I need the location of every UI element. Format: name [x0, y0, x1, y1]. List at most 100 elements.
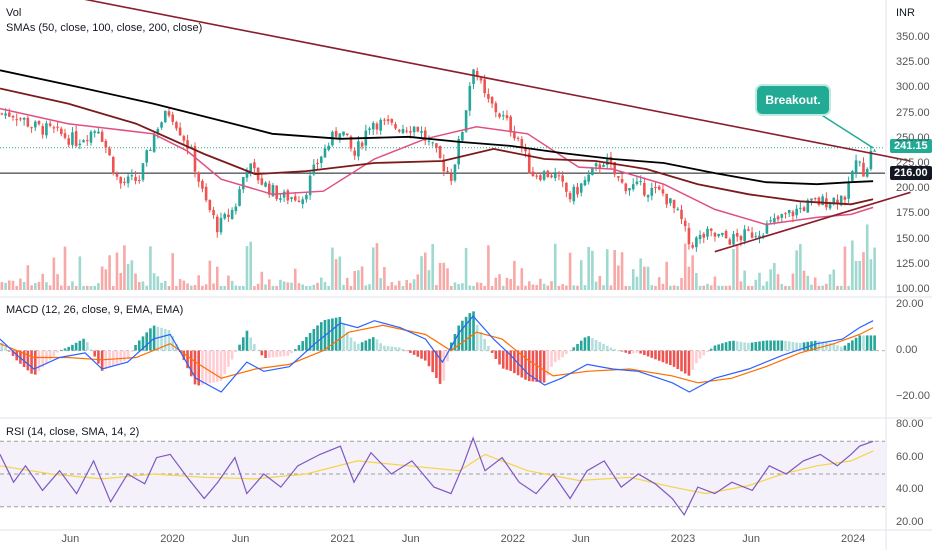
macd-histogram-bar: [739, 341, 743, 351]
macd-histogram-bar: [817, 340, 821, 351]
candle-body: [795, 208, 798, 216]
volume-bar: [33, 283, 37, 290]
volume-bar: [390, 282, 394, 290]
candle-body: [743, 229, 746, 241]
candle-body: [576, 186, 579, 195]
sma100-line: [0, 87, 874, 206]
macd-histogram-bar: [639, 350, 642, 354]
macd-histogram-bar: [260, 350, 264, 356]
volume-bar: [665, 261, 668, 290]
macd-histogram-bar: [71, 344, 74, 351]
rsi-axis-tick: 40.00: [896, 483, 924, 496]
level-tag: 216.00: [890, 166, 932, 180]
volume-bar: [130, 260, 134, 290]
macd-histogram-bar: [490, 350, 494, 353]
candle-body: [791, 211, 795, 217]
macd-histogram-bar: [479, 331, 483, 351]
candle-body: [635, 181, 639, 185]
volume-bar: [483, 285, 486, 290]
macd-histogram-bar: [799, 342, 802, 351]
macd-histogram-bar: [672, 350, 676, 367]
volume-bar: [416, 274, 420, 290]
volume-bar: [89, 285, 93, 290]
macd-histogram-bar: [319, 322, 323, 351]
price-axis-tick: 300.00: [896, 81, 930, 94]
candle-body: [349, 136, 353, 149]
macd-histogram-bar: [513, 350, 516, 374]
volume-bar: [156, 276, 160, 290]
volume-bar: [349, 285, 353, 290]
candle-body: [769, 220, 772, 222]
candle-body: [126, 176, 130, 184]
volume-bar: [828, 274, 832, 290]
macd-histogram-bar: [613, 349, 616, 351]
candle-body: [583, 180, 587, 186]
macd-histogram-bar: [119, 350, 123, 363]
macd-histogram-bar: [275, 350, 278, 357]
macd-histogram-bar: [464, 316, 468, 351]
candle-body: [104, 140, 108, 148]
macd-histogram-bar: [41, 350, 45, 368]
candle-body: [11, 116, 15, 118]
candle-body: [253, 162, 256, 169]
candle-body: [52, 127, 56, 129]
volume-bar: [475, 282, 479, 290]
volume-bar: [22, 282, 26, 290]
candle-body: [709, 228, 713, 231]
volume-bar: [234, 285, 238, 290]
candle-body: [19, 118, 22, 120]
volume-bar: [26, 265, 30, 290]
candle-body: [553, 173, 557, 179]
candle-body: [305, 194, 308, 200]
candle-body: [542, 171, 546, 180]
volume-bar: [293, 268, 297, 290]
candle-body: [862, 162, 865, 177]
macd-histogram-bar: [52, 350, 56, 357]
rsi-axis-tick: 60.00: [896, 450, 924, 463]
volume-bar: [490, 285, 494, 290]
volume-bar: [565, 285, 568, 290]
candle-body: [7, 112, 11, 117]
volume-bar: [791, 273, 795, 290]
volume-bar: [865, 224, 869, 290]
macd-histogram-bar: [505, 350, 509, 370]
macd-histogram-bar: [126, 350, 130, 359]
volume-bar: [605, 249, 609, 290]
candle-body: [215, 216, 219, 233]
volume-bar: [550, 281, 553, 290]
candle-body: [873, 150, 876, 152]
volume-bar: [319, 277, 323, 290]
volume-bar: [435, 285, 438, 290]
price-axis-tick: 100.00: [896, 283, 930, 295]
last-price-tag: 241.15: [890, 139, 932, 153]
volume-bar: [204, 284, 208, 290]
candle-body: [669, 198, 672, 204]
candle-body: [810, 198, 813, 201]
candle-body: [409, 131, 412, 133]
macd-histogram-bar: [583, 337, 587, 351]
volume-bar: [784, 285, 787, 290]
macd-histogram-bar: [22, 350, 26, 368]
candle-body: [390, 119, 394, 123]
volume-bar: [643, 266, 646, 290]
volume-bar: [628, 285, 631, 290]
macd-histogram-bar: [605, 345, 609, 351]
candle-body: [93, 131, 97, 133]
macd-histogram-bar: [494, 350, 498, 360]
macd-histogram-bar: [847, 342, 850, 351]
volume-bar: [646, 266, 650, 290]
macd-histogram-bar: [843, 345, 847, 351]
candle-body: [134, 176, 137, 181]
candle-body: [89, 131, 93, 143]
candle-body: [78, 143, 82, 146]
macd-histogram-bar: [461, 320, 464, 351]
volume-bar: [308, 285, 312, 290]
volume-bar: [817, 285, 821, 290]
volume-bar: [305, 285, 308, 290]
volume-bar: [208, 260, 212, 290]
candle-body: [773, 218, 776, 223]
candle-body: [123, 181, 126, 183]
volume-bar: [219, 285, 223, 290]
